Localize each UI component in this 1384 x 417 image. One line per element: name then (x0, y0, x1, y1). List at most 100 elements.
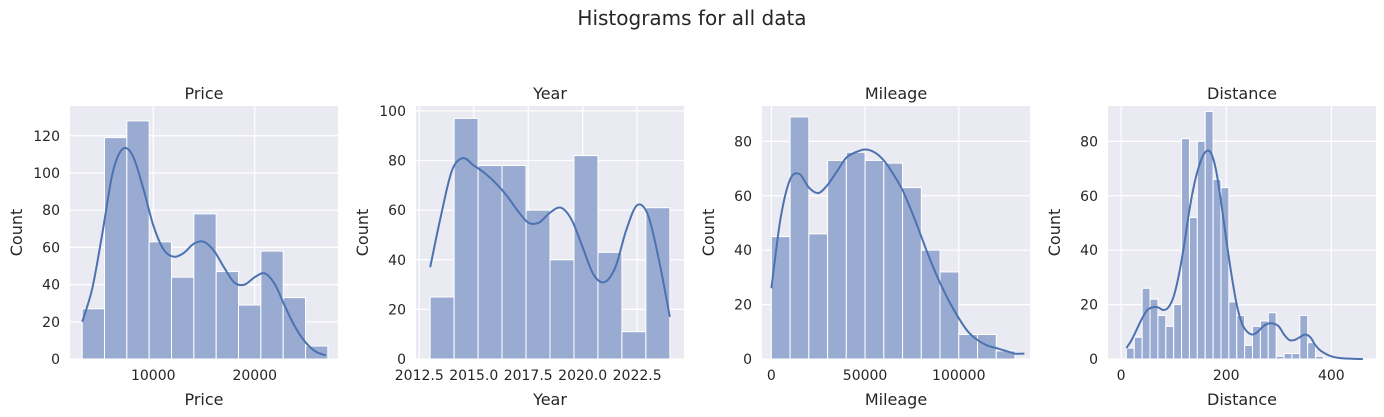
histogram-bar (621, 331, 647, 360)
histogram-bar (1244, 344, 1254, 360)
histogram-bar (215, 271, 240, 360)
panel-title: Price (184, 84, 223, 103)
histogram-bar (1173, 304, 1183, 360)
kde-line (429, 157, 671, 317)
x-tick-label: 2020.0 (558, 368, 607, 384)
y-tick-label: 80 (734, 134, 752, 150)
histogram-bar (977, 334, 997, 360)
y-tick-label: 100 (379, 104, 406, 120)
histogram-bar (1315, 355, 1324, 360)
histogram-bar (597, 251, 623, 360)
histogram-price: 10000 20000 0 20 40 60 80 100 120 Price Price Count (7, 84, 338, 409)
histogram-bar (770, 236, 791, 360)
kde-line (1125, 149, 1363, 360)
x-axis-label: Mileage (865, 390, 927, 409)
y-axis-label: Count (7, 209, 26, 257)
histogram-bar (1157, 314, 1167, 360)
y-tick-label: 120 (33, 129, 60, 145)
y-tick-label: 60 (42, 240, 60, 256)
x-axis-label: Year (532, 390, 567, 409)
y-tick-label: 40 (1080, 243, 1098, 259)
x-tick-label: 50000 (843, 368, 888, 384)
panel-title: Distance (1207, 84, 1277, 103)
y-tick-label: 60 (388, 203, 406, 219)
histogram-bar (549, 259, 575, 360)
histogram-bar (845, 151, 866, 360)
y-tick-label: 0 (397, 352, 406, 368)
bars (429, 117, 671, 360)
histogram-bar (1204, 110, 1214, 360)
y-tick-label: 0 (1089, 352, 1098, 368)
y-tick-label: 20 (42, 315, 60, 331)
histogram-bar (453, 117, 479, 360)
x-tick-label: 20000 (232, 368, 277, 384)
histogram-bar (883, 162, 904, 360)
panel-title: Year (532, 84, 567, 103)
y-axis-label: Count (699, 209, 718, 257)
histogram-bar (1236, 314, 1246, 360)
histogram-bar (864, 159, 885, 360)
histogram-bar (1283, 353, 1293, 360)
histogram-bar (171, 276, 195, 360)
y-tick-label: 80 (1080, 134, 1098, 150)
y-tick-label: 20 (734, 298, 752, 314)
y-tick-label: 60 (734, 189, 752, 205)
y-axis-label: Count (353, 209, 372, 257)
histogram-bar (1188, 217, 1198, 360)
histogram-bar (1220, 187, 1230, 360)
y-tick-label: 100 (33, 166, 60, 182)
histogram-bar (1196, 140, 1206, 360)
x-tick-label: 400 (1318, 368, 1345, 384)
histogram-bar (81, 308, 106, 360)
histogram-bar (525, 209, 551, 360)
x-tick-label: 0 (767, 368, 776, 384)
y-tick-label: 0 (51, 352, 60, 368)
histogram-bar (1307, 342, 1317, 360)
y-tick-label: 80 (42, 203, 60, 219)
bars (81, 120, 329, 360)
figure-title: Histograms for all data (577, 6, 807, 30)
histogram-bar (1125, 347, 1135, 360)
panel-title: Mileage (865, 84, 927, 103)
y-tick-label: 20 (1080, 298, 1098, 314)
kde-line (81, 146, 327, 357)
histogram-bar (429, 296, 455, 360)
histogram-year: 2012.5 2015.0 2017.5 2020.0 2022.5 0 20 40 60 80 1… (353, 84, 684, 409)
x-axis-label: Price (184, 390, 223, 409)
histogram-distance: 0 200 400 0 20 40 60 80 Distance Distance Count (1045, 84, 1376, 409)
histogram-bar (126, 120, 150, 360)
y-axis-label: Count (1045, 209, 1064, 257)
histogram-bar (920, 249, 941, 360)
x-tick-label: 2012.5 (395, 368, 444, 384)
x-tick-label: 100000 (932, 368, 985, 384)
histogram-bar (193, 213, 217, 360)
histogram-bar (808, 233, 829, 360)
x-axis-label: Distance (1207, 390, 1277, 409)
histogram-bar (789, 116, 810, 360)
x-tick-label: 2015.0 (449, 368, 498, 384)
x-tick-label: 2022.5 (613, 368, 662, 384)
x-tick-label: 10000 (131, 368, 176, 384)
histogram-bar (477, 165, 503, 360)
kde-line (770, 148, 1025, 355)
histogram-bar (1267, 312, 1277, 360)
y-tick-label: 20 (388, 302, 406, 318)
histogram-bar (827, 159, 847, 360)
histogram-bar (1212, 178, 1222, 360)
histogram-bar (1141, 287, 1151, 360)
y-tick-label: 0 (743, 352, 752, 368)
histogram-bar (260, 250, 284, 360)
bars (1125, 110, 1324, 360)
y-tick-label: 40 (734, 243, 752, 259)
histogram-bar (1291, 353, 1301, 360)
histogram-bar (1133, 336, 1143, 360)
histogram-bar (104, 137, 128, 360)
histogram-bar (1165, 325, 1175, 360)
histogram-mileage: 0 50000 100000 0 20 40 60 80 Mileage Mileage Count (699, 84, 1030, 409)
histogram-bar (1228, 301, 1238, 360)
y-tick-label: 40 (42, 278, 60, 294)
x-tick-label: 0 (1117, 368, 1126, 384)
histogram-bar (1275, 355, 1285, 360)
y-tick-label: 40 (388, 253, 406, 269)
x-tick-label: 2017.5 (504, 368, 553, 384)
